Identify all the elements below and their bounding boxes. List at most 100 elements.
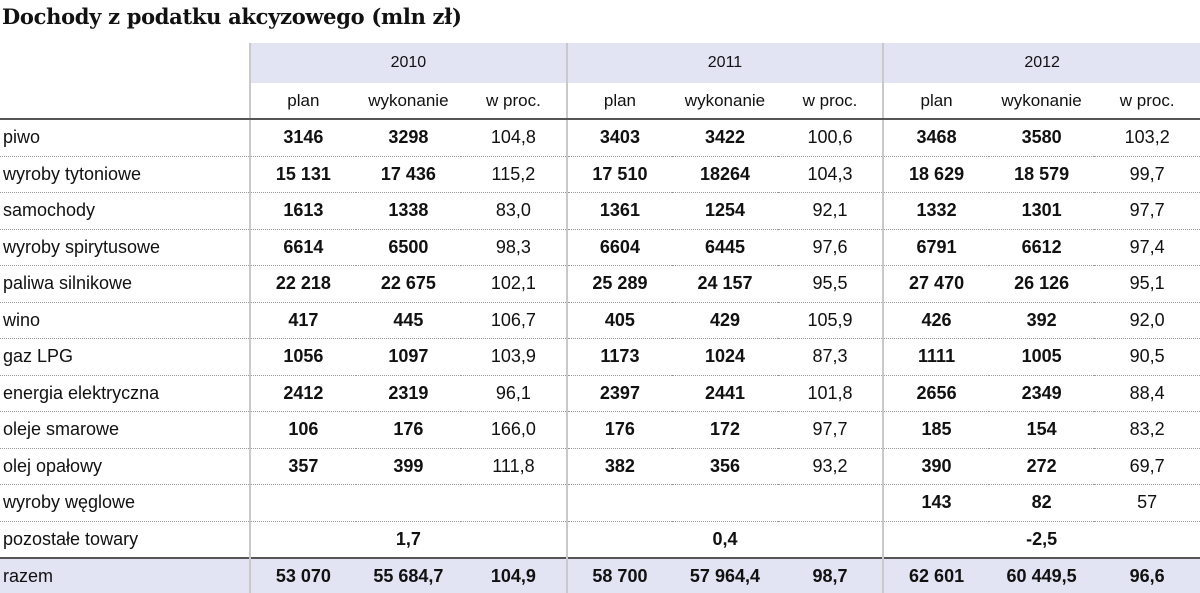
value-cell: 22 675 <box>355 265 462 303</box>
value-cell: 143 <box>882 484 989 522</box>
value-cell: 82 <box>988 484 1095 522</box>
percent-cell: 106,7 <box>461 302 567 339</box>
percent-cell: 102,1 <box>461 265 567 303</box>
subheader-wykonanie: wykonanie <box>988 83 1095 120</box>
value-cell: 18 629 <box>882 156 989 193</box>
subheader-wykonanie: wykonanie <box>355 83 462 120</box>
percent-cell <box>1094 521 1200 559</box>
value-cell: 62 601 <box>882 557 989 593</box>
percent-cell: 97,6 <box>777 229 884 266</box>
value-cell: 24 157 <box>672 265 778 303</box>
value-cell: 2441 <box>672 375 778 412</box>
percent-cell: 98,3 <box>461 229 567 266</box>
percent-cell: 104,3 <box>777 156 884 193</box>
row-label: olej opałowy <box>0 448 251 485</box>
subheader-row: plan wykonanie w proc. plan wykonanie w … <box>0 83 1200 120</box>
value-cell: 1301 <box>988 192 1095 230</box>
percent-cell: 95,5 <box>777 265 884 303</box>
value-cell: 2656 <box>882 375 989 412</box>
value-cell: 417 <box>249 302 356 339</box>
table-row: olej opałowy 357 399 111,8 382 356 93,2 390 272 6… <box>0 448 1200 485</box>
value-cell: 390 <box>882 448 989 485</box>
table-body: piwo 3146 3298 104,8 3403 3422 100,6 3468 3580 10… <box>0 119 1200 593</box>
value-cell: 1005 <box>988 338 1095 376</box>
percent-cell: 92,0 <box>1094 302 1200 339</box>
value-cell: 1024 <box>672 338 778 376</box>
value-cell: 1338 <box>355 192 462 230</box>
row-label: wyroby węglowe <box>0 484 251 522</box>
value-cell: 53 070 <box>249 557 356 593</box>
percent-cell <box>461 521 567 559</box>
year-header-row: 2010 2011 2012 <box>0 43 1200 83</box>
percent-cell: 99,7 <box>1094 156 1200 193</box>
percent-cell: 57 <box>1094 484 1200 522</box>
value-cell: 3403 <box>565 119 673 157</box>
value-cell: -2,5 <box>988 521 1095 559</box>
value-cell: 18 579 <box>988 156 1095 193</box>
row-label: oleje smarowe <box>0 411 251 449</box>
value-cell: 1,7 <box>355 521 462 559</box>
value-cell: 405 <box>565 302 673 339</box>
subheader-w-proc: w proc. <box>777 83 884 120</box>
total-row: razem 53 070 55 684,7 104,9 58 700 57 964,4 98… <box>0 557 1200 593</box>
value-cell: 1056 <box>249 338 356 376</box>
row-label: wyroby spirytusowe <box>0 229 251 266</box>
percent-cell: 103,2 <box>1094 119 1200 157</box>
percent-cell <box>777 484 884 522</box>
percent-cell: 97,4 <box>1094 229 1200 266</box>
value-cell: 6604 <box>565 229 673 266</box>
row-label: wino <box>0 302 251 339</box>
percent-cell: 96,6 <box>1094 557 1200 593</box>
value-cell: 26 126 <box>988 265 1095 303</box>
value-cell <box>565 484 673 522</box>
value-cell: 2412 <box>249 375 356 412</box>
value-cell: 272 <box>988 448 1095 485</box>
value-cell: 429 <box>672 302 778 339</box>
row-label: gaz LPG <box>0 338 251 376</box>
value-cell: 6500 <box>355 229 462 266</box>
value-cell: 172 <box>672 411 778 449</box>
value-cell: 1332 <box>882 192 989 230</box>
value-cell: 17 510 <box>565 156 673 193</box>
value-cell: 392 <box>988 302 1095 339</box>
value-cell: 176 <box>565 411 673 449</box>
subheader-plan: plan <box>565 83 673 120</box>
value-cell <box>882 521 989 559</box>
percent-cell: 83,0 <box>461 192 567 230</box>
value-cell: 357 <box>249 448 356 485</box>
value-cell: 382 <box>565 448 673 485</box>
value-cell: 1097 <box>355 338 462 376</box>
value-cell: 399 <box>355 448 462 485</box>
table-row: energia elektryczna 2412 2319 96,1 2397 2441 1… <box>0 375 1200 412</box>
year-header-2011: 2011 <box>565 43 884 83</box>
value-cell <box>565 521 673 559</box>
percent-cell: 83,2 <box>1094 411 1200 449</box>
value-cell: 445 <box>355 302 462 339</box>
percent-cell: 95,1 <box>1094 265 1200 303</box>
table-row: paliwa silnikowe 22 218 22 675 102,1 25 289 2… <box>0 265 1200 303</box>
percent-cell: 88,4 <box>1094 375 1200 412</box>
subheader-wykonanie: wykonanie <box>672 83 778 120</box>
percent-cell: 97,7 <box>777 411 884 449</box>
table-row: wyroby tytoniowe 15 131 17 436 115,2 17 510 1… <box>0 156 1200 193</box>
value-cell: 15 131 <box>249 156 356 193</box>
value-cell: 1173 <box>565 338 673 376</box>
value-cell: 27 470 <box>882 265 989 303</box>
row-label: pozostałe towary <box>0 521 251 559</box>
year-header-2010: 2010 <box>249 43 567 83</box>
value-cell: 57 964,4 <box>672 557 778 593</box>
value-cell: 18264 <box>672 156 778 193</box>
percent-cell: 92,1 <box>777 192 884 230</box>
table-row: wyroby spirytusowe 6614 6500 98,3 6604 6445 97… <box>0 229 1200 266</box>
subheader-plan: plan <box>249 83 356 120</box>
subheader-plan: plan <box>882 83 989 120</box>
value-cell: 17 436 <box>355 156 462 193</box>
percent-cell: 100,6 <box>777 119 884 157</box>
value-cell: 22 218 <box>249 265 356 303</box>
subheader-w-proc: w proc. <box>1094 83 1200 120</box>
value-cell <box>249 521 356 559</box>
value-cell: 25 289 <box>565 265 673 303</box>
value-cell: 1111 <box>882 338 989 376</box>
table-row: gaz LPG 1056 1097 103,9 1173 1024 87,3 1111 1005… <box>0 338 1200 376</box>
percent-cell: 69,7 <box>1094 448 1200 485</box>
